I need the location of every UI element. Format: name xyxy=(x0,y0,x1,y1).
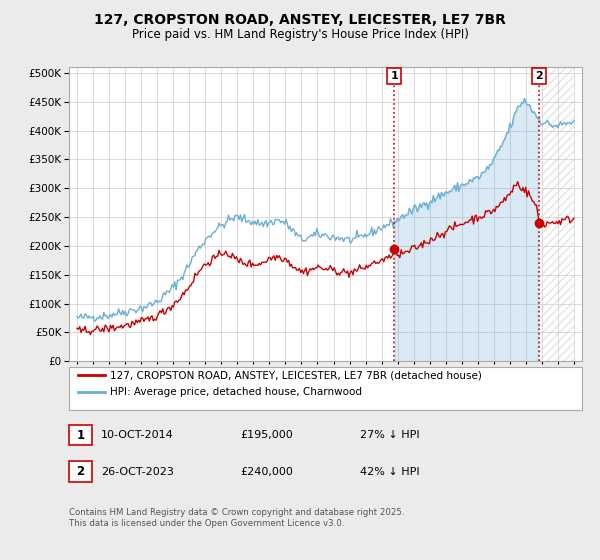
Text: 1: 1 xyxy=(76,428,85,442)
Text: 2: 2 xyxy=(76,465,85,478)
Text: HPI: Average price, detached house, Charnwood: HPI: Average price, detached house, Char… xyxy=(110,387,362,397)
Text: 10-OCT-2014: 10-OCT-2014 xyxy=(101,430,173,440)
Text: 27% ↓ HPI: 27% ↓ HPI xyxy=(360,430,419,440)
Text: 127, CROPSTON ROAD, ANSTEY, LEICESTER, LE7 7BR: 127, CROPSTON ROAD, ANSTEY, LEICESTER, L… xyxy=(94,13,506,27)
Text: 1: 1 xyxy=(390,71,398,81)
Text: 127, CROPSTON ROAD, ANSTEY, LEICESTER, LE7 7BR (detached house): 127, CROPSTON ROAD, ANSTEY, LEICESTER, L… xyxy=(110,370,482,380)
Text: 2: 2 xyxy=(535,71,543,81)
Text: Price paid vs. HM Land Registry's House Price Index (HPI): Price paid vs. HM Land Registry's House … xyxy=(131,28,469,41)
Text: Contains HM Land Registry data © Crown copyright and database right 2025.
This d: Contains HM Land Registry data © Crown c… xyxy=(69,508,404,528)
Text: 42% ↓ HPI: 42% ↓ HPI xyxy=(360,466,419,477)
Text: 26-OCT-2023: 26-OCT-2023 xyxy=(101,466,173,477)
Text: £240,000: £240,000 xyxy=(240,466,293,477)
Text: £195,000: £195,000 xyxy=(240,430,293,440)
